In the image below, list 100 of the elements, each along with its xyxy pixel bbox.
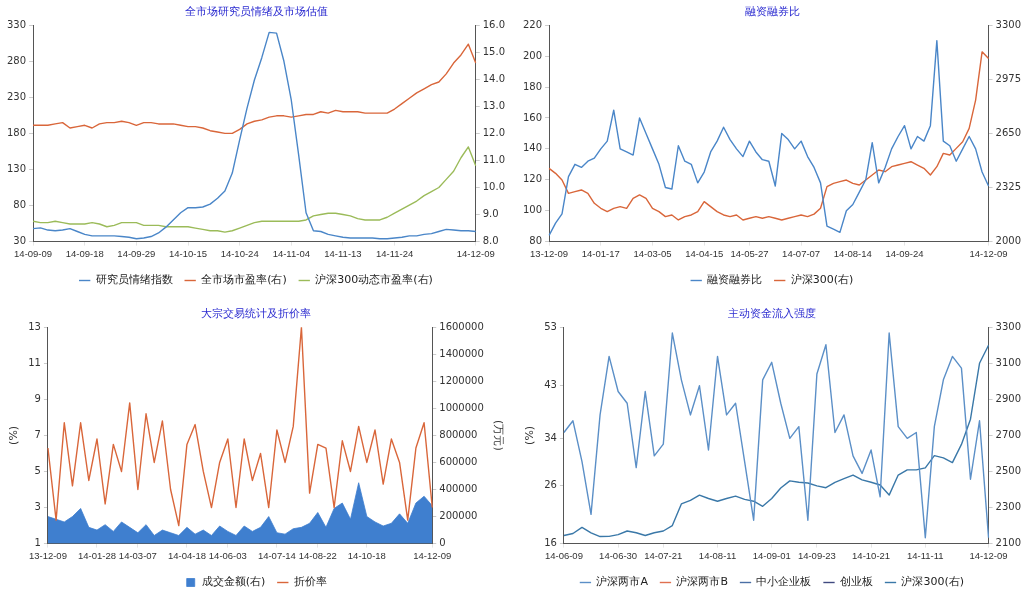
x-tick-label: 14-08-22 [298, 549, 337, 561]
chart-title: 融资融券比 [744, 5, 800, 19]
y2-tick-label: 2500 [995, 465, 1021, 477]
y-tick-label: 230 [6, 90, 27, 102]
x-tick-label: 14-09-01 [752, 549, 791, 561]
x-tick-label: 14-10-21 [852, 549, 891, 561]
y2-tick-label: 2900 [995, 392, 1021, 404]
y-tick-label: 80 [13, 199, 27, 211]
y-axis-title: (%) [7, 425, 21, 445]
y2-tick-label: 3300 [995, 320, 1021, 332]
y2-tick-label: 1200000 [439, 374, 484, 386]
legend-label: 沪深300(右) [790, 273, 854, 287]
x-tick-label: 14-10-15 [169, 247, 208, 259]
legend-label: 沪深300(右) [901, 575, 965, 589]
y2-tick-label: 3100 [995, 356, 1021, 368]
x-tick-label: 14-10-18 [347, 549, 386, 561]
y2-tick-label: 2100 [995, 537, 1021, 549]
y2-tick-label: 8.0 [482, 235, 499, 247]
y2-tick-label: 2300 [995, 501, 1021, 513]
legend-label: 成交金额(右) [201, 575, 266, 589]
x-tick-label: 14-07-14 [257, 549, 296, 561]
y2-tick-label: 400000 [439, 483, 478, 495]
y-tick-label: 26 [544, 478, 557, 490]
legend-label: 沪深两市B [676, 575, 728, 589]
y2-tick-label: 2700 [995, 428, 1021, 440]
legend-label: 折价率 [293, 575, 327, 589]
y-tick-label: 100 [522, 204, 543, 216]
x-tick-label: 14-12-09 [413, 549, 452, 561]
x-tick-label: 14-12-09 [456, 247, 495, 259]
y2-tick-label: 10.0 [482, 181, 505, 193]
y-tick-label: 53 [544, 320, 557, 332]
y2-tick-label: 2650 [995, 126, 1021, 138]
x-tick-label: 14-11-11 [907, 549, 944, 561]
x-tick-label: 14-05-27 [730, 247, 769, 259]
x-tick-label: 13-12-09 [530, 247, 569, 259]
x-tick-label: 14-09-09 [14, 247, 53, 259]
y2-tick-label: 200000 [439, 510, 478, 522]
y-tick-label: 140 [522, 142, 543, 154]
y2-tick-label: 11.0 [482, 154, 505, 166]
y2-tick-label: 2975 [995, 72, 1021, 84]
y-tick-label: 3 [34, 501, 41, 513]
x-tick-label: 14-07-07 [782, 247, 821, 259]
y2-tick-label: 1600000 [439, 320, 484, 332]
y-tick-label: 16 [544, 537, 557, 549]
y-tick-label: 80 [529, 235, 543, 247]
x-tick-label: 14-11-24 [375, 247, 414, 259]
x-tick-label: 14-04-15 [685, 247, 724, 259]
chart-title: 大宗交易统计及折价率 [201, 307, 311, 321]
y-tick-label: 180 [522, 80, 543, 92]
legend-label: 中小企业板 [756, 575, 812, 589]
y2-tick-label: 3300 [995, 18, 1021, 30]
x-tick-label: 14-01-28 [77, 549, 116, 561]
x-tick-label: 14-10-24 [220, 247, 259, 259]
y2-tick-label: 16.0 [482, 18, 505, 30]
x-tick-label: 14-12-09 [969, 549, 1008, 561]
x-tick-label: 14-11-04 [272, 247, 310, 259]
y2-tick-label: 13.0 [482, 99, 505, 111]
y-tick-label: 43 [544, 379, 557, 391]
x-tick-label: 14-06-30 [599, 549, 638, 561]
y2-tick-label: 15.0 [482, 45, 505, 57]
x-tick-label: 14-08-11 [698, 549, 737, 561]
y-tick-label: 200 [522, 49, 543, 61]
y2-tick-label: 0 [439, 537, 446, 549]
legend-label: 全市场市盈率(右) [201, 273, 287, 287]
y-tick-label: 13 [28, 320, 41, 332]
legend-label: 研究员情绪指数 [95, 273, 173, 287]
y-tick-label: 160 [522, 111, 543, 123]
x-tick-label: 14-04-18 [167, 549, 206, 561]
x-tick-label: 14-06-03 [208, 549, 247, 561]
y-tick-label: 34 [544, 431, 557, 443]
x-tick-label: 14-03-05 [633, 247, 672, 259]
x-tick-label: 14-08-14 [833, 247, 872, 259]
y2-tick-label: 2000 [995, 235, 1021, 247]
x-tick-label: 14-01-17 [581, 247, 620, 259]
x-tick-label: 14-09-29 [117, 247, 156, 259]
legend-label: 沪深300动态市盈率(右) [315, 273, 433, 287]
chart-title: 主动资金流入强度 [728, 307, 816, 321]
y2-tick-label: 1400000 [439, 347, 484, 359]
y-tick-label: 330 [6, 18, 27, 30]
y2-tick-label: 12.0 [482, 126, 505, 138]
legend-label: 融资融券比 [707, 273, 763, 287]
y2-tick-label: 600000 [439, 456, 478, 468]
x-tick-label: 14-12-09 [969, 247, 1008, 259]
x-tick-label: 14-09-23 [797, 549, 836, 561]
y2-tick-label: 9.0 [482, 208, 499, 220]
y2-axis-title: (万元) [491, 420, 505, 451]
x-tick-label: 14-07-21 [644, 549, 683, 561]
x-tick-label: 13-12-09 [28, 549, 67, 561]
y-tick-label: 280 [6, 54, 27, 66]
x-tick-label: 14-06-09 [544, 549, 583, 561]
y-tick-label: 180 [6, 126, 27, 138]
y-tick-label: 220 [522, 18, 543, 30]
y-axis-title: (%) [523, 425, 537, 445]
y-tick-label: 11 [28, 356, 41, 368]
x-tick-label: 14-11-13 [324, 247, 362, 259]
y2-tick-label: 800000 [439, 428, 478, 440]
legend-label: 创业板 [840, 575, 873, 589]
y-tick-label: 120 [522, 173, 543, 185]
y-tick-label: 1 [34, 537, 41, 549]
y2-tick-label: 14.0 [482, 72, 505, 84]
